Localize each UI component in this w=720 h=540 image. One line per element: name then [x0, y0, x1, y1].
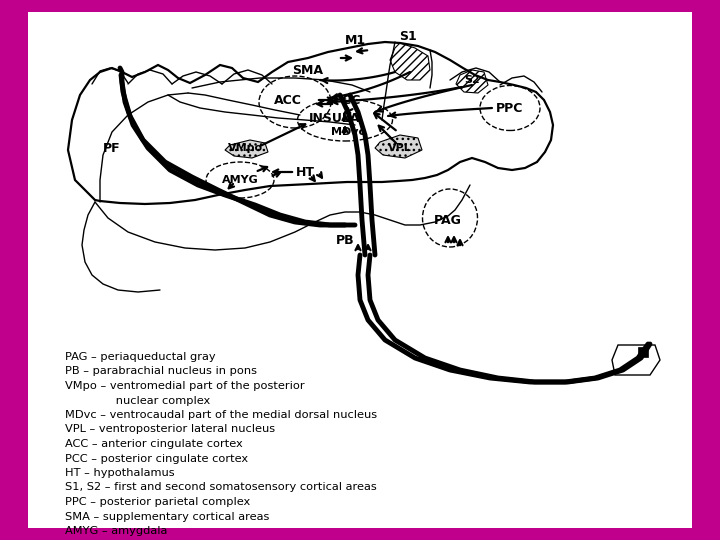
Polygon shape [225, 140, 268, 158]
Text: HT – hypothalamus: HT – hypothalamus [65, 468, 175, 478]
Text: PCC: PCC [334, 93, 361, 106]
Text: AMYG – amygdala: AMYG – amygdala [65, 526, 167, 536]
Text: PAG: PAG [434, 213, 462, 226]
Text: PPC – posterior parietal complex: PPC – posterior parietal complex [65, 497, 251, 507]
Text: ACC: ACC [274, 93, 302, 106]
Text: SMA – supplementary cortical areas: SMA – supplementary cortical areas [65, 511, 269, 522]
Text: SMA: SMA [292, 64, 323, 77]
Text: PPC: PPC [496, 102, 523, 114]
Text: PAG – periaqueductal gray: PAG – periaqueductal gray [65, 352, 215, 362]
FancyBboxPatch shape [28, 12, 692, 528]
Text: S1: S1 [399, 30, 417, 44]
Text: VMpo: VMpo [228, 143, 263, 153]
Text: PF: PF [103, 141, 121, 154]
Text: VPL – ventroposterior lateral nucleus: VPL – ventroposterior lateral nucleus [65, 424, 275, 435]
Text: INSULA: INSULA [310, 111, 361, 125]
Polygon shape [375, 135, 422, 158]
Text: PB: PB [336, 233, 354, 246]
Text: PB – parabrachial nucleus in pons: PB – parabrachial nucleus in pons [65, 367, 257, 376]
Text: nuclear complex: nuclear complex [65, 395, 210, 406]
Text: VPL: VPL [388, 143, 412, 153]
Text: S2: S2 [464, 75, 480, 85]
Text: M1: M1 [344, 33, 366, 46]
Bar [638, 347, 648, 357]
Text: MDvc – ventrocaudal part of the medial dorsal nucleus: MDvc – ventrocaudal part of the medial d… [65, 410, 377, 420]
Text: VMpo – ventromedial part of the posterior: VMpo – ventromedial part of the posterio… [65, 381, 305, 391]
Text: MDvc: MDvc [331, 127, 365, 137]
Text: HT: HT [295, 165, 315, 179]
Text: PCC – posterior cingulate cortex: PCC – posterior cingulate cortex [65, 454, 248, 463]
Text: ACC – anterior cingulate cortex: ACC – anterior cingulate cortex [65, 439, 243, 449]
Text: S1, S2 – first and second somatosensory cortical areas: S1, S2 – first and second somatosensory … [65, 483, 377, 492]
Text: AMYG: AMYG [222, 175, 258, 185]
